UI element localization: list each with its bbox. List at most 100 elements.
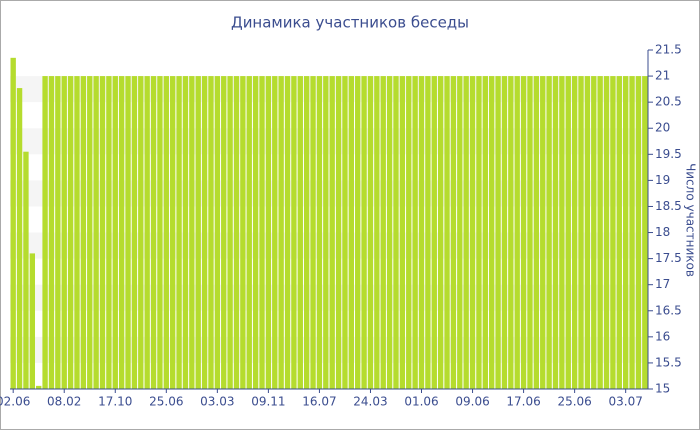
bar	[284, 76, 291, 390]
bar	[591, 76, 597, 390]
bar	[227, 76, 233, 390]
bar	[367, 76, 374, 390]
bar	[501, 76, 508, 390]
y-tick-label: 19.5	[655, 147, 682, 161]
bar	[265, 76, 272, 390]
y-tick-label: 21	[655, 69, 670, 83]
y-tick-label: 19	[655, 173, 670, 187]
grid-band	[10, 336, 648, 363]
bar	[444, 76, 450, 390]
bar	[335, 76, 342, 390]
bar	[355, 76, 361, 390]
bar	[431, 76, 437, 390]
bar	[412, 76, 418, 390]
bar	[195, 76, 201, 390]
bar	[118, 76, 125, 390]
bar	[221, 76, 227, 390]
bar	[93, 76, 99, 390]
bar	[189, 76, 195, 390]
bar	[495, 76, 501, 390]
grid-band	[10, 232, 648, 259]
bar	[603, 76, 610, 390]
bar	[157, 76, 163, 390]
x-tick-label: 01.06	[404, 395, 438, 409]
bar	[240, 76, 246, 390]
y-tick-label: 16	[655, 329, 670, 343]
bar	[514, 76, 520, 390]
bar	[259, 76, 265, 390]
x-tick-label: 24.03	[353, 395, 387, 409]
x-tick-label: 25.06	[149, 395, 183, 409]
bar	[87, 76, 93, 390]
bar	[99, 76, 106, 390]
y-tick-label: 16.5	[655, 303, 682, 317]
bar	[418, 76, 425, 390]
bar	[546, 76, 552, 390]
bar	[489, 76, 495, 390]
x-tick-label: 16.07	[302, 395, 336, 409]
x-tick-label: 09.06	[455, 395, 489, 409]
bar	[533, 76, 540, 390]
bar	[386, 76, 393, 390]
x-tick-label: 17.10	[98, 395, 132, 409]
bar	[437, 76, 444, 390]
bar	[214, 76, 221, 390]
bar	[393, 76, 399, 390]
bar	[272, 76, 278, 390]
bar	[61, 76, 67, 390]
bar	[380, 76, 386, 390]
bar	[252, 76, 259, 390]
bar	[425, 76, 431, 390]
bar	[635, 76, 642, 390]
bar	[297, 76, 303, 390]
bar	[303, 76, 310, 390]
y-tick-label: 21.5	[655, 43, 682, 57]
bar	[310, 76, 316, 390]
bar	[476, 76, 482, 390]
bar	[527, 76, 533, 390]
bar	[323, 76, 329, 390]
bar	[622, 76, 629, 390]
bar	[208, 76, 214, 390]
bar	[329, 76, 335, 390]
bar	[42, 76, 48, 390]
bar	[233, 76, 240, 390]
bar	[610, 76, 616, 390]
grid-band	[10, 180, 648, 207]
y-tick-label: 18.5	[655, 199, 682, 213]
bar	[163, 76, 169, 390]
y-tick-label: 15	[655, 382, 670, 396]
bar	[348, 76, 355, 390]
bar	[571, 76, 578, 390]
x-tick-label: 02.06	[0, 395, 30, 409]
bar	[131, 76, 138, 390]
bar	[246, 76, 252, 390]
bar	[399, 76, 406, 390]
bar	[125, 76, 131, 390]
bar	[508, 76, 514, 390]
bar	[138, 76, 144, 390]
bar	[74, 76, 80, 390]
bar	[565, 76, 571, 390]
y-tick-label: 18	[655, 225, 670, 239]
y-tick-label: 15.5	[655, 355, 682, 369]
bar	[361, 76, 367, 390]
bar	[374, 76, 380, 390]
bar	[578, 76, 584, 390]
bar	[616, 76, 622, 390]
bar	[559, 76, 565, 390]
grid-band	[10, 76, 648, 103]
bar	[316, 76, 323, 390]
bar	[406, 76, 412, 390]
y-tick-label: 17.5	[655, 251, 682, 265]
bar	[469, 76, 476, 390]
bar	[23, 151, 29, 389]
x-tick-label: 17.06	[506, 395, 540, 409]
bar	[278, 76, 284, 390]
bar	[10, 57, 16, 389]
bar	[201, 76, 208, 390]
bar	[482, 76, 488, 390]
bar	[584, 76, 591, 390]
bar	[16, 88, 23, 389]
x-tick-label: 09.11	[251, 395, 285, 409]
